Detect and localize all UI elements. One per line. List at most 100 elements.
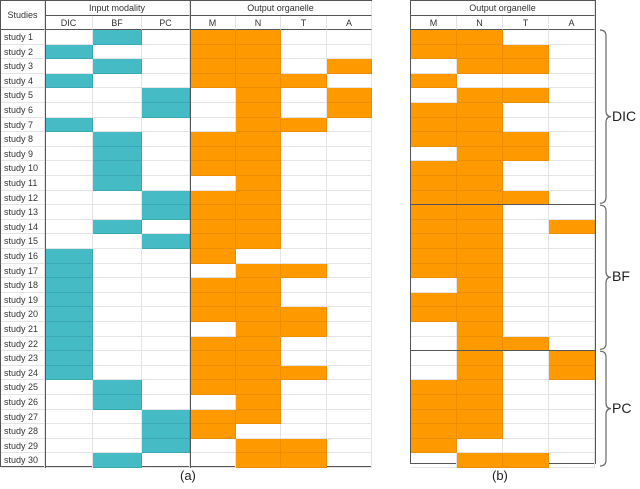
output-cell-n bbox=[236, 365, 281, 381]
output-cell-m bbox=[411, 365, 457, 381]
input-cell-bf bbox=[93, 161, 142, 176]
output-cell-t bbox=[281, 161, 327, 176]
input-cell-dic bbox=[45, 292, 93, 308]
output-cell-a bbox=[549, 234, 595, 249]
input-cell-pc bbox=[142, 249, 190, 264]
output-cell-m bbox=[190, 117, 236, 133]
output-cell-n bbox=[457, 351, 503, 366]
input-cell-bf bbox=[93, 409, 142, 425]
group-divider bbox=[411, 350, 595, 352]
output-cell-a bbox=[549, 424, 595, 439]
output-cell-n bbox=[236, 219, 281, 235]
output-cell-m bbox=[190, 88, 236, 103]
output-cell-t bbox=[281, 409, 327, 425]
input-col-bf: BF bbox=[93, 16, 142, 30]
input-cell-pc bbox=[142, 30, 190, 45]
input-cell-bf bbox=[93, 249, 142, 264]
input-cell-dic bbox=[45, 161, 93, 176]
output-cell-a bbox=[327, 44, 372, 60]
study-label: study 20 bbox=[1, 307, 45, 322]
input-cell-pc bbox=[142, 438, 190, 454]
output-cell-n bbox=[236, 351, 281, 366]
output-cell-t bbox=[503, 161, 549, 176]
output-cell-t bbox=[503, 117, 549, 133]
input-cell-pc bbox=[142, 205, 190, 220]
input-cell-dic bbox=[45, 438, 93, 454]
output-cell-t bbox=[281, 307, 327, 322]
study-label: study 25 bbox=[1, 380, 45, 395]
output-cell-m bbox=[411, 146, 457, 162]
output-cell-m bbox=[411, 409, 457, 425]
input-cell-dic bbox=[45, 453, 93, 468]
input-cell-bf bbox=[93, 190, 142, 206]
output-cell-a bbox=[327, 365, 372, 381]
output-cell-n bbox=[457, 88, 503, 103]
input-cell-pc bbox=[142, 219, 190, 235]
group-label-bf: BF bbox=[612, 268, 630, 285]
output-cell-a bbox=[549, 161, 595, 176]
output-cell-a bbox=[549, 117, 595, 133]
output-cell-n bbox=[236, 438, 281, 454]
output-cell-a bbox=[327, 132, 372, 147]
input-cell-pc bbox=[142, 190, 190, 206]
input-cell-dic bbox=[45, 190, 93, 206]
input-cell-pc bbox=[142, 161, 190, 176]
output-cell-a bbox=[327, 73, 372, 89]
output-col-n: N bbox=[457, 16, 503, 30]
output-cell-t bbox=[503, 438, 549, 454]
input-cell-dic bbox=[45, 278, 93, 293]
output-cell-m bbox=[411, 249, 457, 264]
output-cell-m bbox=[411, 30, 457, 45]
output-cell-t bbox=[281, 249, 327, 264]
input-cell-pc bbox=[142, 424, 190, 439]
output-cell-a bbox=[549, 453, 595, 468]
study-label: study 18 bbox=[1, 278, 45, 293]
output-cell-t bbox=[281, 336, 327, 352]
input-cell-bf bbox=[93, 380, 142, 395]
study-label: study 23 bbox=[1, 351, 45, 366]
output-cell-t bbox=[503, 336, 549, 352]
output-cell-n bbox=[457, 146, 503, 162]
output-cell-a bbox=[549, 322, 595, 337]
study-label: study 13 bbox=[1, 205, 45, 220]
output-cell-m bbox=[411, 307, 457, 322]
output-cell-a bbox=[549, 44, 595, 60]
output-cell-m bbox=[190, 351, 236, 366]
output-cell-a bbox=[549, 438, 595, 454]
output-cell-m bbox=[411, 278, 457, 293]
output-cell-n bbox=[236, 132, 281, 147]
output-cell-n bbox=[457, 73, 503, 89]
input-cell-pc bbox=[142, 132, 190, 147]
output-cell-m bbox=[190, 395, 236, 410]
output-cell-a bbox=[549, 205, 595, 220]
output-cell-t bbox=[281, 219, 327, 235]
output-cell-a bbox=[549, 365, 595, 381]
output-cell-t bbox=[281, 351, 327, 366]
input-cell-dic bbox=[45, 132, 93, 147]
output-cell-a bbox=[549, 395, 595, 410]
output-cell-t bbox=[503, 88, 549, 103]
output-cell-t bbox=[503, 176, 549, 191]
input-cell-dic bbox=[45, 336, 93, 352]
output-cell-a bbox=[327, 307, 372, 322]
output-cell-m bbox=[411, 438, 457, 454]
output-cell-a bbox=[327, 438, 372, 454]
group-label-pc: PC bbox=[612, 399, 632, 416]
input-cell-bf bbox=[93, 44, 142, 60]
input-cell-dic bbox=[45, 205, 93, 220]
study-label: study 11 bbox=[1, 176, 45, 191]
input-cell-dic bbox=[45, 365, 93, 381]
input-cell-bf bbox=[93, 117, 142, 133]
input-cell-bf bbox=[93, 292, 142, 308]
input-cell-bf bbox=[93, 438, 142, 454]
output-cell-t bbox=[281, 73, 327, 89]
output-cell-n bbox=[236, 146, 281, 162]
output-cell-a bbox=[327, 205, 372, 220]
output-cell-t bbox=[281, 263, 327, 279]
output-cell-n bbox=[457, 219, 503, 235]
output-cell-n bbox=[236, 278, 281, 293]
output-cell-a bbox=[327, 409, 372, 425]
output-cell-m bbox=[190, 190, 236, 206]
output-cell-m bbox=[411, 176, 457, 191]
study-label: study 7 bbox=[1, 117, 45, 133]
